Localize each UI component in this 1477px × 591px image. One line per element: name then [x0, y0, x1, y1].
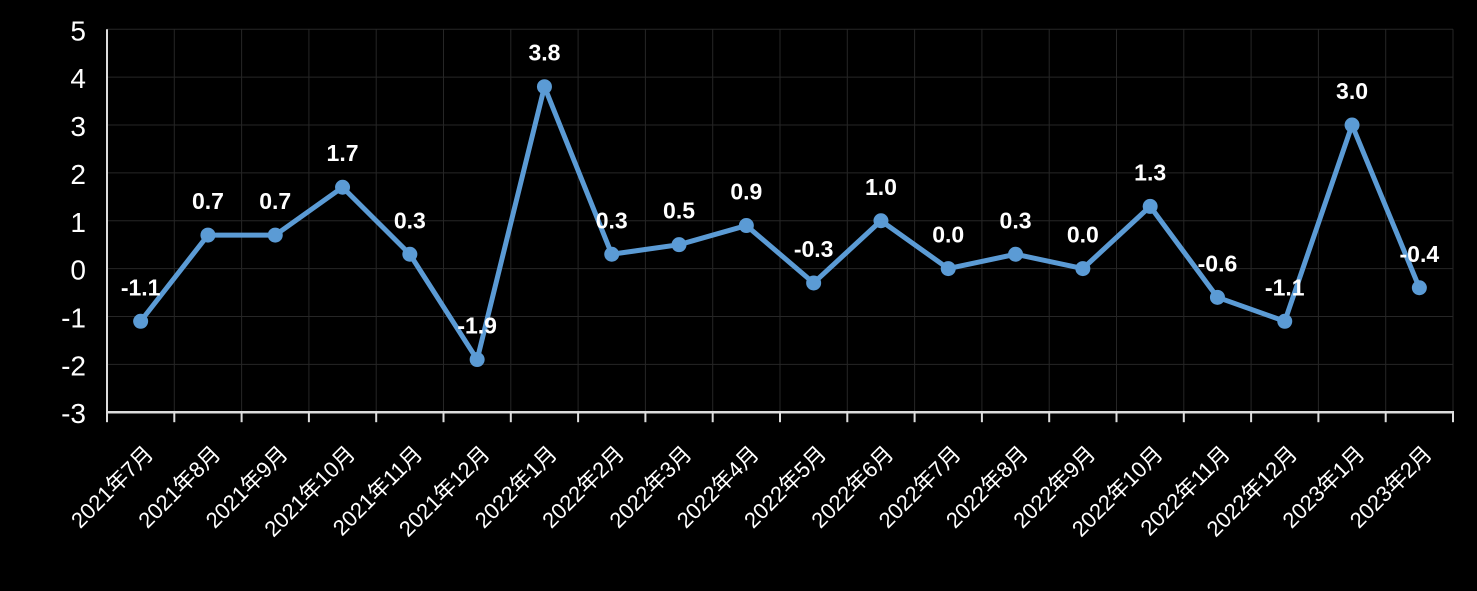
data-point-marker	[940, 261, 956, 277]
y-axis-tick-label: 0	[70, 255, 86, 286]
data-point-marker	[604, 246, 620, 262]
y-axis-tick-label: -2	[61, 350, 86, 381]
data-point-label: -0.3	[794, 236, 834, 262]
y-axis-tick-label: 4	[70, 63, 86, 94]
data-point-label: 1.0	[865, 174, 897, 200]
data-point-label: -1.1	[121, 274, 161, 300]
data-point-marker	[1344, 117, 1360, 133]
data-point-label: -1.9	[457, 313, 497, 339]
data-point-label: 0.9	[730, 179, 762, 205]
data-point-label: 0.3	[596, 207, 628, 233]
data-point-marker	[1277, 313, 1293, 329]
data-point-label: 0.5	[663, 198, 695, 224]
data-point-label: 1.3	[1134, 159, 1166, 185]
data-point-label: -1.1	[1265, 274, 1305, 300]
data-point-marker	[873, 213, 889, 229]
data-point-marker	[1008, 246, 1024, 262]
data-point-marker	[402, 246, 418, 262]
data-point-label: 0.3	[1000, 207, 1032, 233]
data-point-marker	[1411, 280, 1427, 296]
y-axis-tick-label: 1	[70, 207, 86, 238]
data-point-marker	[671, 237, 687, 253]
data-point-label: 0.3	[394, 207, 426, 233]
data-point-label: -0.6	[1198, 250, 1238, 276]
data-point-label: 0.0	[932, 222, 964, 248]
data-point-marker	[536, 79, 552, 95]
y-axis-tick-label: -3	[61, 398, 86, 429]
data-point-label: 0.7	[259, 188, 291, 214]
data-point-marker	[738, 218, 754, 234]
y-axis-tick-label: 5	[70, 15, 86, 46]
y-axis-tick-label: 2	[70, 159, 86, 190]
data-point-label: 3.8	[528, 40, 560, 66]
data-point-marker	[335, 179, 351, 195]
data-point-marker	[200, 227, 216, 243]
data-point-marker	[133, 313, 149, 329]
data-point-label: 3.0	[1336, 78, 1368, 104]
data-point-label: 0.0	[1067, 222, 1099, 248]
data-point-marker	[469, 352, 485, 368]
data-point-marker	[267, 227, 283, 243]
data-point-marker	[1209, 289, 1225, 305]
y-axis-tick-label: -1	[61, 302, 86, 333]
data-point-label: 1.7	[327, 140, 359, 166]
data-point-marker	[806, 275, 822, 291]
series-line	[138, 84, 1422, 363]
data-point-label: -0.4	[1400, 241, 1440, 267]
y-axis-tick-label: 3	[70, 111, 86, 142]
data-point-marker	[1075, 261, 1091, 277]
data-point-marker	[1142, 198, 1158, 214]
data-point-label: 0.7	[192, 188, 224, 214]
